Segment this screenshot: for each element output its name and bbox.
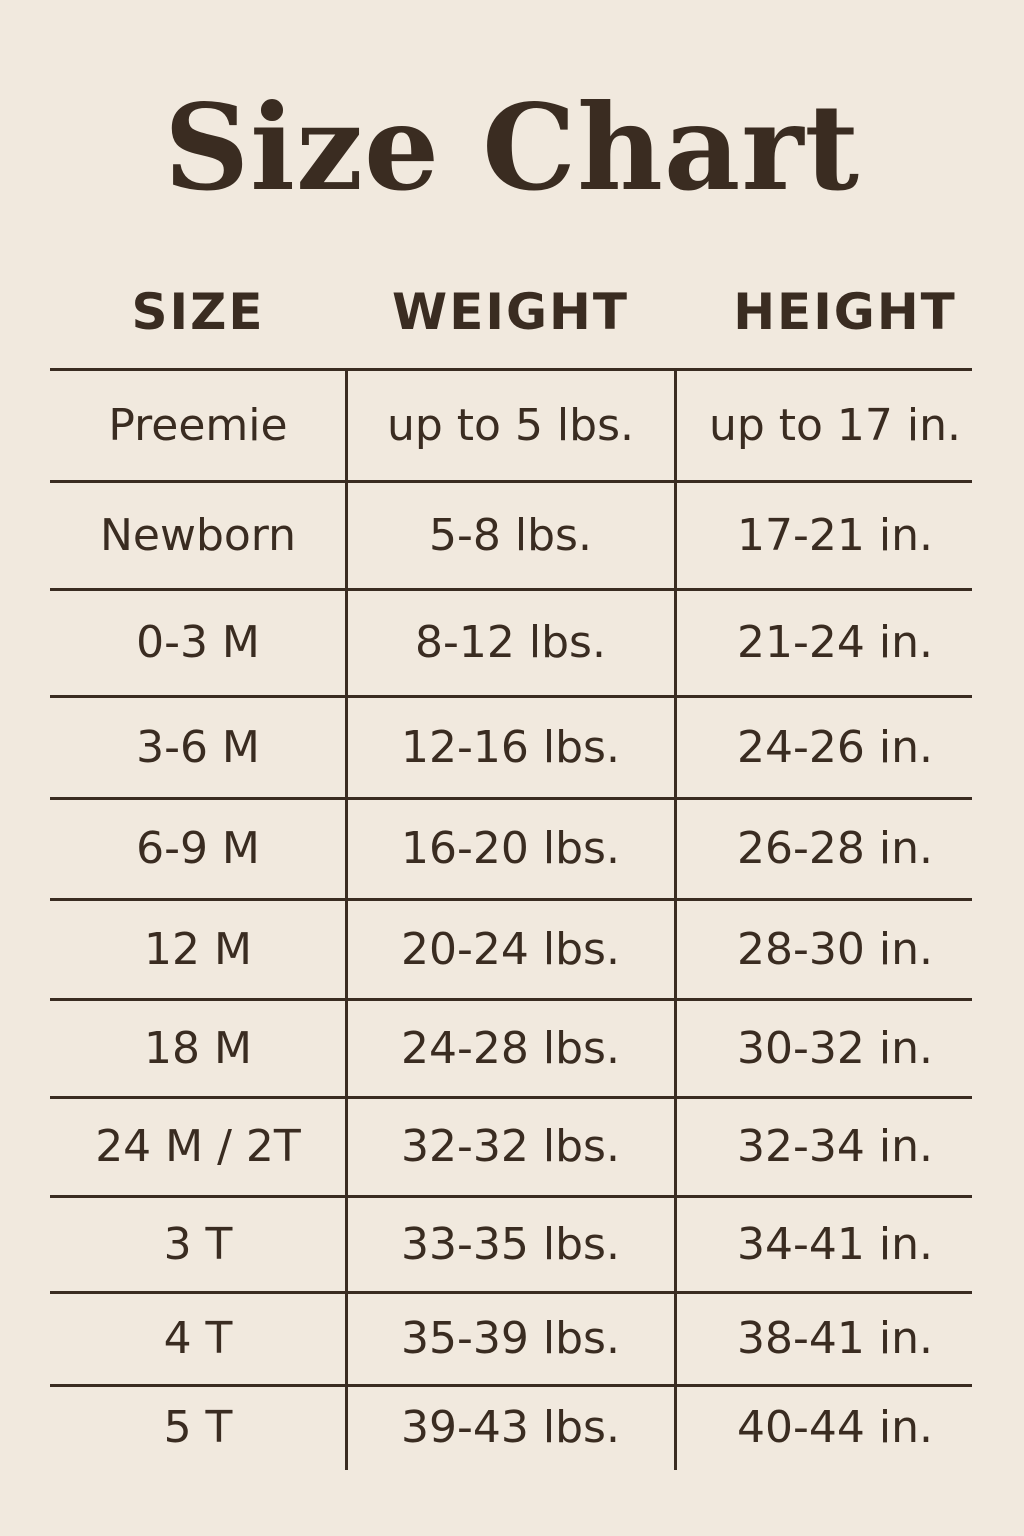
size-cell: Newborn xyxy=(99,509,297,561)
size-cell: 0-3 M xyxy=(136,617,260,668)
row-divider xyxy=(50,898,972,901)
size-cell: 24 M / 2T xyxy=(95,1121,301,1172)
weight-cell: 8-12 lbs. xyxy=(415,617,606,668)
weight-cell: 35-39 lbs. xyxy=(401,1313,620,1364)
row-divider xyxy=(50,1096,972,1099)
row-divider xyxy=(50,797,972,800)
row-divider xyxy=(50,695,972,698)
row-divider xyxy=(50,480,972,483)
row-divider xyxy=(50,1291,972,1294)
size-cell: 5 T xyxy=(163,1402,233,1453)
weight-cell: 33-35 lbs. xyxy=(401,1218,620,1270)
height-cell: 17-21 in. xyxy=(737,509,933,561)
column-divider xyxy=(345,369,348,1470)
size-cell: Preemie xyxy=(108,399,288,451)
weight-cell: 16-20 lbs. xyxy=(401,823,620,874)
height-cell: 30-32 in. xyxy=(737,1022,933,1074)
height-cell: 21-24 in. xyxy=(737,617,933,668)
size-cell: 6-9 M xyxy=(136,823,260,874)
row-divider xyxy=(50,368,972,371)
row-divider xyxy=(50,998,972,1001)
weight-cell: 39-43 lbs. xyxy=(401,1402,620,1453)
weight-cell: up to 5 lbs. xyxy=(386,399,634,451)
size-cell: 3 T xyxy=(163,1218,233,1270)
page-title: Size Chart xyxy=(163,78,861,217)
height-cell: 32-34 in. xyxy=(737,1121,933,1172)
height-cell: 26-28 in. xyxy=(737,823,933,874)
row-divider xyxy=(50,588,972,591)
weight-cell: 5-8 lbs. xyxy=(429,509,592,561)
row-divider xyxy=(50,1195,972,1198)
weight-cell: 20-24 lbs. xyxy=(401,923,620,975)
height-cell: 28-30 in. xyxy=(737,923,933,975)
column-header-weight: WEIGHT xyxy=(392,283,629,341)
height-cell: up to 17 in. xyxy=(708,399,962,451)
column-header-size: SIZE xyxy=(131,283,265,341)
height-cell: 38-41 in. xyxy=(737,1313,933,1364)
size-cell: 18 M xyxy=(144,1022,252,1074)
height-cell: 24-26 in. xyxy=(737,721,933,773)
size-cell: 12 M xyxy=(144,923,252,975)
row-divider xyxy=(50,1384,972,1387)
weight-cell: 32-32 lbs. xyxy=(401,1121,620,1172)
height-cell: 34-41 in. xyxy=(737,1218,933,1270)
size-cell: 4 T xyxy=(163,1313,233,1364)
weight-cell: 12-16 lbs. xyxy=(401,721,620,773)
height-cell: 40-44 in. xyxy=(737,1402,933,1453)
weight-cell: 24-28 lbs. xyxy=(401,1022,620,1074)
size-cell: 3-6 M xyxy=(136,721,260,773)
column-divider xyxy=(674,369,677,1470)
column-header-height: HEIGHT xyxy=(733,283,957,341)
